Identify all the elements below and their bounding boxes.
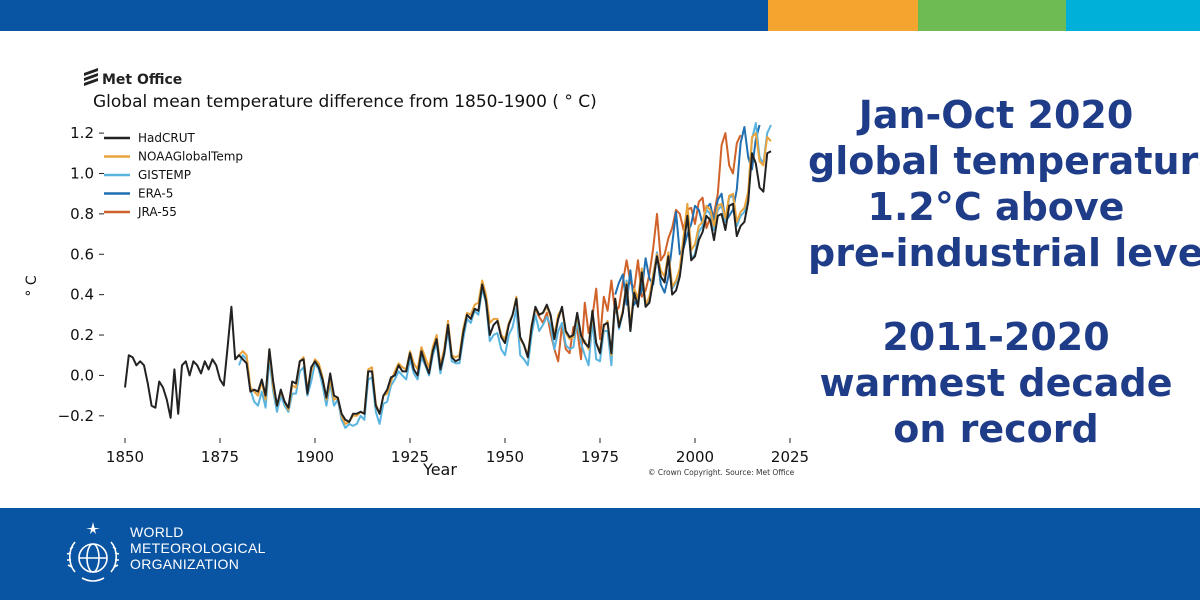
headline-line: warmest decade — [819, 361, 1173, 405]
legend-label: JRA-55 — [137, 205, 177, 219]
headline-line: Jan-Oct 2020 — [858, 93, 1134, 137]
x-tick-label: 1975 — [581, 448, 619, 466]
chart-source-note: © Crown Copyright. Source: Met Office — [648, 468, 795, 477]
wmo-name-line: METEOROLOGICAL — [130, 540, 266, 556]
headline-line: 1.2°C above — [867, 185, 1125, 229]
series-line-jra-55 — [534, 132, 742, 363]
chart-legend: HadCRUT NOAAGlobalTemp GISTEMP ERA-5 JRA-55 — [104, 131, 243, 219]
series-line-hadcrut — [124, 150, 772, 423]
chart-series-lines — [124, 122, 772, 429]
wmo-name-line: WORLD — [130, 524, 184, 540]
top-bar-orange — [768, 0, 918, 31]
temperature-chart: Met Office Global mean temperature diffe… — [24, 68, 810, 479]
footer-bar: WORLD METEOROLOGICAL ORGANIZATION — [0, 508, 1200, 600]
top-color-bar — [0, 0, 1200, 31]
y-tick-label: −0.2 — [58, 407, 94, 425]
x-tick-label: 1850 — [106, 448, 144, 466]
headline-block-decade: 2011-2020 warmest decade on record — [808, 314, 1184, 452]
y-tick-label: 0.0 — [70, 366, 94, 384]
headline-line: 2011-2020 — [882, 315, 1110, 359]
top-bar-cyan — [1066, 0, 1200, 31]
y-tick-label: 0.4 — [70, 286, 94, 304]
series-line-gistemp — [238, 122, 772, 429]
chart-title: Global mean temperature difference from … — [93, 92, 597, 112]
x-tick-label: 1925 — [391, 448, 429, 466]
x-tick-label: 1900 — [296, 448, 334, 466]
legend-label: NOAAGlobalTemp — [138, 150, 243, 164]
headline-line: global temperature: — [808, 139, 1200, 183]
legend-label: HadCRUT — [138, 131, 195, 145]
y-tick-label: 0.8 — [70, 205, 94, 223]
top-bar-green — [918, 0, 1066, 31]
met-office-wordmark: Met Office — [102, 72, 182, 88]
chart-axes: 1850 1875 1900 1925 1950 1975 2000 2025 −0.2 0.0 0… — [58, 124, 810, 466]
x-tick-label: 1875 — [201, 448, 239, 466]
y-tick-label: 0.2 — [70, 326, 94, 344]
top-bar-blue — [0, 0, 768, 31]
met-office-logo: Met Office — [84, 68, 182, 88]
x-axis-label: Year — [422, 460, 457, 479]
y-axis-label: ° C — [24, 275, 40, 296]
headline-block-2020: Jan-Oct 2020 global temperature: 1.2°C a… — [808, 92, 1200, 276]
y-tick-label: 1.2 — [70, 124, 94, 142]
x-tick-label: 2025 — [771, 448, 809, 466]
x-tick-label: 1950 — [486, 448, 524, 466]
x-tick-label: 2000 — [676, 448, 714, 466]
legend-label: ERA-5 — [138, 187, 173, 201]
met-office-swirl-icon — [84, 68, 98, 86]
y-tick-label: 1.0 — [70, 164, 94, 182]
series-line-noaaglobaltemp — [238, 132, 772, 425]
y-tick-label: 0.6 — [70, 245, 94, 263]
wmo-name-line: ORGANIZATION — [130, 556, 240, 572]
headline-line: pre-industrial level — [808, 231, 1200, 275]
headline-text: Jan-Oct 2020 global temperature: 1.2°C a… — [808, 92, 1200, 490]
wmo-name: WORLD METEOROLOGICAL ORGANIZATION — [130, 524, 266, 572]
headline-line: on record — [893, 407, 1099, 451]
legend-label: GISTEMP — [138, 168, 191, 182]
wmo-emblem-icon — [66, 522, 120, 582]
